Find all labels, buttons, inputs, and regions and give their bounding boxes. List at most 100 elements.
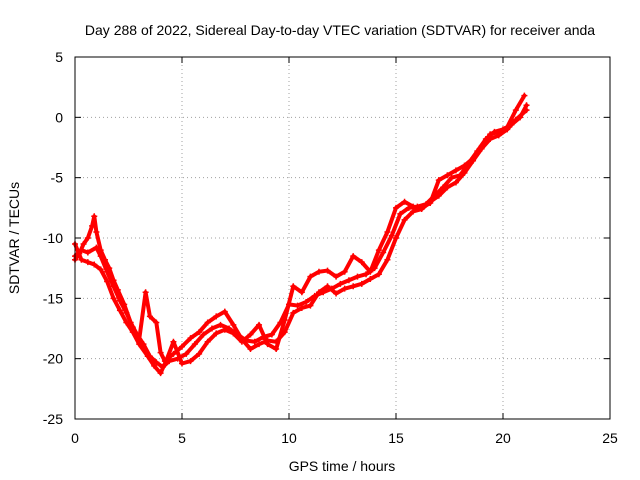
data-point	[324, 283, 331, 290]
data-point	[393, 204, 399, 211]
data-point	[84, 235, 91, 241]
data-point	[427, 200, 434, 207]
data-point	[350, 283, 357, 290]
data-point	[129, 329, 136, 336]
data-point	[470, 155, 477, 162]
data-point	[397, 210, 404, 217]
x-axis-label: GPS time / hours	[289, 458, 396, 474]
data-point	[146, 313, 153, 320]
data-point	[367, 268, 374, 275]
data-point	[91, 261, 98, 268]
data-point	[153, 319, 160, 326]
data-point	[256, 341, 263, 348]
data-point	[78, 256, 85, 263]
data-point	[116, 307, 123, 314]
data-point	[230, 330, 237, 337]
data-point	[367, 276, 374, 283]
data-point	[341, 268, 348, 275]
data-point	[303, 298, 310, 305]
data-point	[375, 271, 382, 278]
data-point	[196, 329, 203, 336]
data-point	[157, 370, 164, 377]
chart-title: Day 288 of 2022, Sidereal Day-to-day VTE…	[85, 22, 595, 38]
data-point	[84, 249, 91, 256]
data-point	[191, 341, 198, 348]
data-point	[341, 285, 348, 292]
data-point	[401, 198, 408, 205]
data-point	[512, 107, 519, 114]
data-point	[448, 174, 455, 181]
data-point	[170, 350, 177, 357]
data-point	[358, 280, 365, 287]
series-trace	[73, 108, 529, 364]
data-point	[495, 128, 502, 135]
data-point	[116, 297, 123, 304]
data-point	[298, 289, 305, 296]
data-point	[136, 341, 143, 348]
x-tick-label: 10	[281, 430, 297, 446]
data-point	[123, 319, 130, 326]
data-point	[478, 143, 485, 150]
data-point	[345, 277, 352, 284]
data-point	[97, 253, 104, 260]
data-point	[110, 283, 117, 290]
data-point	[104, 278, 111, 285]
data-point	[93, 244, 100, 251]
data-point	[337, 280, 344, 287]
data-point	[307, 273, 314, 280]
data-point	[512, 116, 519, 123]
data-point	[204, 338, 211, 345]
data-point	[521, 92, 528, 99]
data-point	[196, 350, 203, 357]
x-tick-label: 0	[71, 430, 79, 446]
data-point	[350, 253, 357, 260]
data-point	[435, 177, 442, 184]
data-point	[358, 259, 365, 266]
data-point	[461, 162, 468, 169]
data-point	[384, 228, 391, 235]
data-point	[418, 204, 425, 211]
data-point	[375, 247, 382, 254]
data-point	[333, 273, 340, 280]
data-point	[110, 295, 117, 302]
y-tick-label: -25	[43, 411, 63, 427]
data-point	[290, 283, 297, 290]
data-point	[281, 317, 288, 324]
data-point	[315, 289, 322, 296]
series-trace	[73, 93, 527, 376]
data-point	[123, 309, 130, 316]
data-point	[444, 184, 451, 191]
y-tick-label: -20	[43, 351, 63, 367]
data-point	[97, 266, 104, 273]
data-point	[410, 203, 417, 210]
data-point	[401, 216, 408, 223]
data-point	[487, 131, 494, 138]
data-point	[170, 338, 177, 345]
y-axis-label: SDTVAR / TECUs	[6, 182, 22, 294]
data-point	[144, 353, 151, 360]
data-point	[523, 107, 530, 114]
data-point	[91, 213, 98, 220]
data-point	[268, 331, 275, 338]
series-2	[72, 107, 530, 365]
data-point	[307, 302, 314, 309]
data-point	[217, 321, 224, 328]
x-tick-label: 15	[388, 430, 404, 446]
data-point	[213, 313, 220, 320]
data-point	[247, 346, 254, 353]
data-point	[256, 321, 263, 328]
data-point	[333, 290, 340, 297]
data-point	[208, 325, 215, 332]
data-point	[80, 241, 87, 248]
data-point	[388, 232, 395, 239]
y-tick-label: 0	[55, 109, 63, 125]
data-point	[157, 349, 164, 356]
data-point	[93, 228, 100, 235]
data-point	[213, 330, 220, 337]
data-point	[104, 268, 111, 275]
data-point	[298, 304, 305, 311]
y-tick-label: -5	[51, 170, 64, 186]
data-point	[142, 289, 149, 296]
y-tick-label: 5	[55, 49, 63, 65]
